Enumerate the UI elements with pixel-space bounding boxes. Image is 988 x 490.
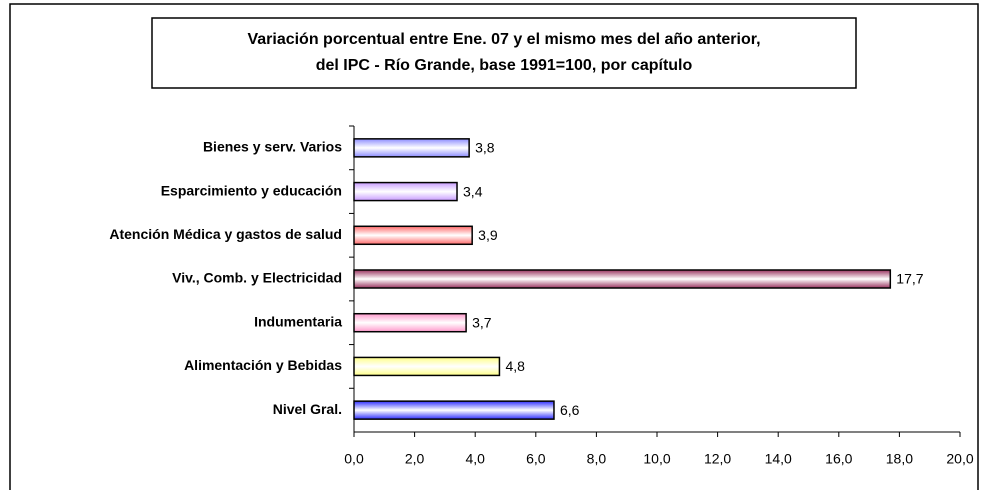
x-tick-label: 4,0	[465, 451, 485, 467]
chart-title: Variación porcentual entre Ene. 07 y el …	[247, 31, 760, 48]
x-tick-label: 10,0	[643, 451, 670, 467]
chart-title: del IPC - Río Grande, base 1991=100, por…	[316, 57, 693, 74]
y-tick-label: Indumentaria	[254, 313, 342, 329]
y-tick-label: Esparcimiento y educación	[161, 182, 342, 198]
value-label: 3,7	[472, 314, 492, 330]
x-tick-label: 0,0	[344, 451, 364, 467]
x-tick-label: 2,0	[405, 451, 425, 467]
y-tick-label: Atención Médica y gastos de salud	[109, 226, 342, 242]
bar	[353, 138, 470, 158]
value-label: 3,4	[463, 183, 483, 199]
bar	[353, 400, 555, 420]
bar	[353, 225, 473, 246]
y-tick-label: Viv., Comb. y Electricidad	[172, 270, 342, 286]
x-tick-label: 12,0	[704, 451, 731, 467]
bar	[353, 312, 467, 333]
y-tick-label: Alimentación y Bebidas	[184, 357, 342, 373]
x-tick-label: 14,0	[765, 451, 792, 467]
x-tick-label: 18,0	[886, 451, 913, 467]
x-tick-label: 20,0	[946, 451, 973, 467]
x-tick-label: 6,0	[526, 451, 546, 467]
bar	[353, 181, 458, 202]
x-tick-label: 8,0	[587, 451, 607, 467]
bar	[353, 269, 892, 289]
value-label: 3,8	[475, 140, 495, 156]
value-label: 6,6	[560, 402, 580, 418]
value-label: 4,8	[505, 358, 525, 374]
value-label: 3,9	[478, 227, 498, 243]
chart-border	[9, 3, 979, 490]
value-label: 17,7	[896, 271, 923, 287]
x-tick-label: 16,0	[825, 451, 852, 467]
bar	[353, 356, 501, 377]
title-box	[151, 17, 857, 89]
y-tick-label: Bienes y serv. Varios	[203, 139, 342, 155]
y-tick-label: Nivel Gral.	[273, 401, 342, 417]
